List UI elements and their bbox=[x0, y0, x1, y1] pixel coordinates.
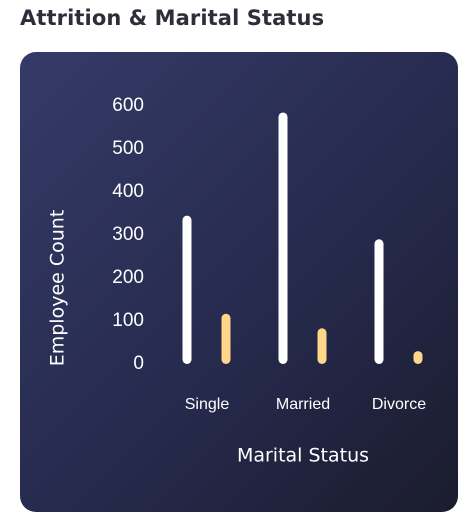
bar-single-series-1 bbox=[182, 215, 192, 364]
y-tick-label: 200 bbox=[112, 267, 144, 288]
y-axis-title: Employee Count bbox=[47, 210, 69, 367]
chart-card: 0 100 200 300 400 500 600 Single Married Divorce… bbox=[20, 52, 458, 512]
bar-married-series-2 bbox=[317, 328, 327, 364]
bar-series bbox=[182, 112, 423, 364]
y-tick-label: 400 bbox=[112, 181, 144, 202]
y-tick-label: 500 bbox=[112, 138, 144, 159]
bar-married-series-1 bbox=[278, 112, 288, 364]
y-tick-label: 300 bbox=[112, 224, 144, 245]
y-tick-label: 600 bbox=[112, 95, 144, 116]
bar-divorce-series-1 bbox=[374, 239, 384, 364]
x-axis-categories: Single Married Divorce bbox=[185, 396, 426, 413]
y-tick-label: 100 bbox=[112, 310, 144, 331]
x-tick-label-single: Single bbox=[185, 396, 230, 413]
page-title: Attrition & Marital Status bbox=[20, 6, 325, 30]
bar-chart: 0 100 200 300 400 500 600 Single Married Divorce… bbox=[47, 95, 427, 467]
x-axis-title: Marital Status bbox=[237, 445, 369, 467]
bar-single-series-2 bbox=[221, 313, 231, 364]
bar-divorce-series-2 bbox=[413, 351, 423, 364]
y-tick-label: 0 bbox=[133, 353, 144, 374]
x-tick-label-married: Married bbox=[276, 396, 330, 413]
y-axis-ticks: 0 100 200 300 400 500 600 bbox=[112, 95, 144, 374]
x-tick-label-divorce: Divorce bbox=[372, 396, 426, 413]
